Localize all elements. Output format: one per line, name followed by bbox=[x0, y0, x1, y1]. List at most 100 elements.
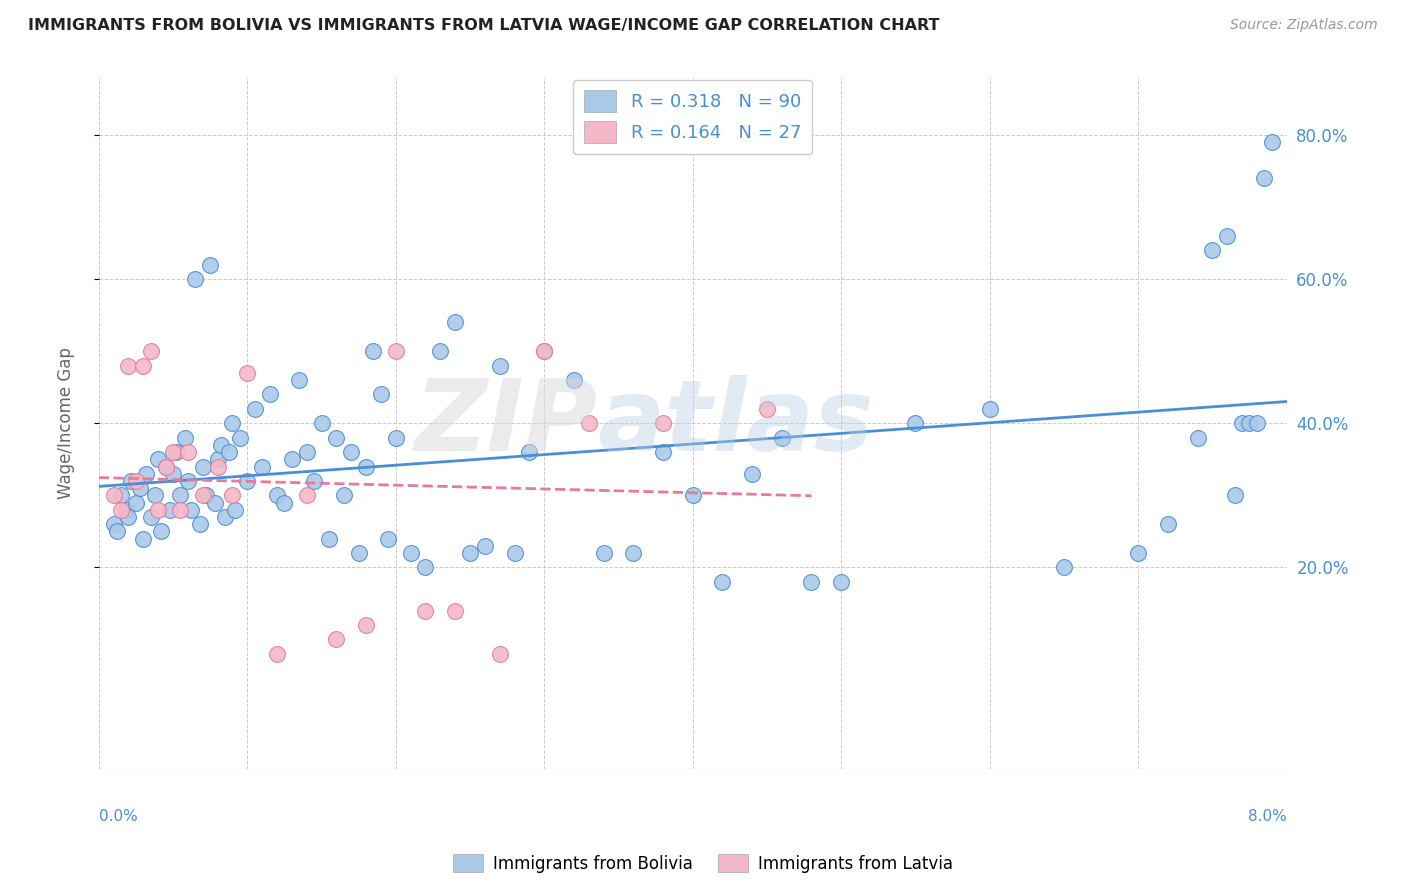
Point bbox=[148, 452, 170, 467]
Point bbox=[652, 445, 675, 459]
Point bbox=[363, 344, 385, 359]
Point bbox=[1253, 171, 1275, 186]
Point bbox=[114, 502, 136, 516]
Point bbox=[503, 546, 526, 560]
Point bbox=[188, 517, 211, 532]
Point bbox=[110, 488, 132, 502]
Point bbox=[221, 488, 243, 502]
Point bbox=[214, 510, 236, 524]
Point bbox=[770, 431, 793, 445]
Point bbox=[1230, 417, 1253, 431]
Point bbox=[318, 532, 340, 546]
Point bbox=[295, 488, 318, 502]
Legend: Immigrants from Bolivia, Immigrants from Latvia: Immigrants from Bolivia, Immigrants from… bbox=[446, 847, 960, 880]
Text: ZIP: ZIP bbox=[415, 375, 598, 472]
Point bbox=[155, 459, 177, 474]
Point bbox=[340, 445, 363, 459]
Point bbox=[162, 445, 184, 459]
Point bbox=[135, 467, 157, 481]
Point bbox=[266, 647, 288, 661]
Point bbox=[488, 359, 510, 373]
Point bbox=[162, 467, 184, 481]
Point bbox=[652, 417, 675, 431]
Point bbox=[209, 438, 232, 452]
Point bbox=[191, 459, 214, 474]
Text: 8.0%: 8.0% bbox=[1249, 809, 1286, 823]
Point bbox=[578, 417, 600, 431]
Point bbox=[236, 366, 259, 380]
Point bbox=[682, 488, 704, 502]
Point bbox=[281, 452, 304, 467]
Point bbox=[194, 488, 217, 502]
Point bbox=[129, 481, 152, 495]
Point bbox=[295, 445, 318, 459]
Point bbox=[1157, 517, 1180, 532]
Point bbox=[266, 488, 288, 502]
Point bbox=[132, 359, 155, 373]
Point bbox=[184, 272, 207, 286]
Point bbox=[384, 344, 406, 359]
Point bbox=[519, 445, 541, 459]
Point bbox=[741, 467, 763, 481]
Point bbox=[229, 431, 252, 445]
Point bbox=[415, 560, 437, 574]
Legend: R = 0.318   N = 90, R = 0.164   N = 27: R = 0.318 N = 90, R = 0.164 N = 27 bbox=[574, 79, 813, 154]
Point bbox=[110, 502, 132, 516]
Point bbox=[165, 445, 187, 459]
Point bbox=[155, 459, 177, 474]
Point bbox=[177, 445, 200, 459]
Text: Source: ZipAtlas.com: Source: ZipAtlas.com bbox=[1230, 18, 1378, 32]
Point bbox=[1223, 488, 1246, 502]
Point bbox=[1216, 229, 1239, 244]
Point bbox=[904, 417, 927, 431]
Point bbox=[139, 344, 162, 359]
Point bbox=[533, 344, 555, 359]
Point bbox=[288, 373, 311, 387]
Point bbox=[458, 546, 481, 560]
Point bbox=[148, 502, 170, 516]
Point bbox=[180, 502, 202, 516]
Point bbox=[1246, 417, 1268, 431]
Point bbox=[1239, 417, 1261, 431]
Point bbox=[377, 532, 399, 546]
Point bbox=[533, 344, 555, 359]
Point bbox=[444, 315, 467, 329]
Point bbox=[125, 474, 148, 488]
Point bbox=[302, 474, 325, 488]
Point bbox=[370, 387, 392, 401]
Point bbox=[311, 417, 333, 431]
Point bbox=[259, 387, 281, 401]
Point bbox=[204, 495, 226, 509]
Point bbox=[347, 546, 370, 560]
Point bbox=[621, 546, 644, 560]
Point bbox=[1187, 431, 1209, 445]
Point bbox=[117, 359, 139, 373]
Point bbox=[250, 459, 273, 474]
Point bbox=[415, 604, 437, 618]
Point bbox=[191, 488, 214, 502]
Point bbox=[117, 510, 139, 524]
Point bbox=[592, 546, 614, 560]
Point bbox=[384, 431, 406, 445]
Point bbox=[979, 401, 1001, 416]
Point bbox=[103, 517, 125, 532]
Point bbox=[139, 510, 162, 524]
Point bbox=[243, 401, 266, 416]
Point bbox=[207, 452, 229, 467]
Y-axis label: Wage/Income Gap: Wage/Income Gap bbox=[58, 347, 75, 500]
Text: 0.0%: 0.0% bbox=[98, 809, 138, 823]
Point bbox=[1261, 136, 1284, 150]
Point bbox=[177, 474, 200, 488]
Point bbox=[1053, 560, 1076, 574]
Point bbox=[105, 524, 128, 539]
Point bbox=[221, 417, 243, 431]
Point bbox=[354, 618, 377, 632]
Point bbox=[224, 502, 246, 516]
Point bbox=[169, 488, 191, 502]
Point bbox=[333, 488, 356, 502]
Point bbox=[354, 459, 377, 474]
Point bbox=[444, 604, 467, 618]
Point bbox=[218, 445, 240, 459]
Point bbox=[1126, 546, 1149, 560]
Point bbox=[711, 574, 734, 589]
